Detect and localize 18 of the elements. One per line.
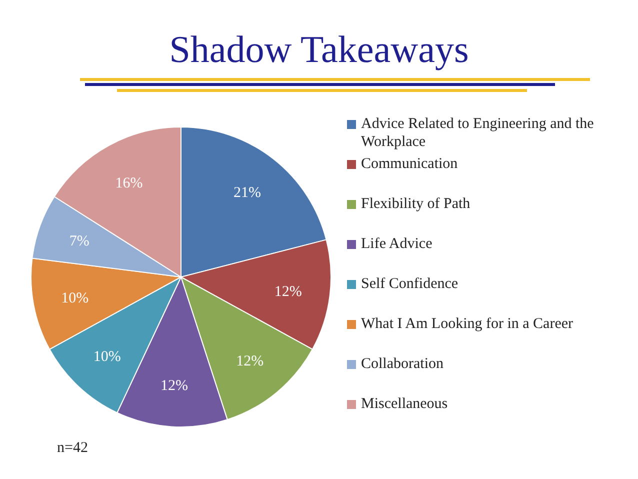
legend-label: Miscellaneous (361, 396, 448, 412)
data-label: 7% (69, 234, 90, 250)
chart-title: Shadow Takeaways (169, 29, 469, 71)
legend-label: What I Am Looking for in a Career (361, 316, 574, 332)
legend-label: Communication (361, 156, 458, 172)
legend-label: Collaboration (361, 356, 444, 372)
data-label: 21% (233, 184, 261, 201)
legend-label: Life Advice (361, 236, 433, 252)
legend-label: Flexibility of Path (361, 196, 471, 212)
legend-label: Advice Related to Engineering and the Workplace (361, 116, 594, 150)
text: n=42 (57, 440, 88, 456)
legend-label: Self Confidence (361, 276, 458, 292)
data-label: 12% (236, 353, 264, 370)
data-label: 12% (274, 284, 302, 300)
data-label: 12% (160, 378, 188, 394)
data-label: 16% (115, 176, 143, 192)
data-label: 10% (61, 290, 89, 306)
data-label: 10% (93, 348, 121, 365)
